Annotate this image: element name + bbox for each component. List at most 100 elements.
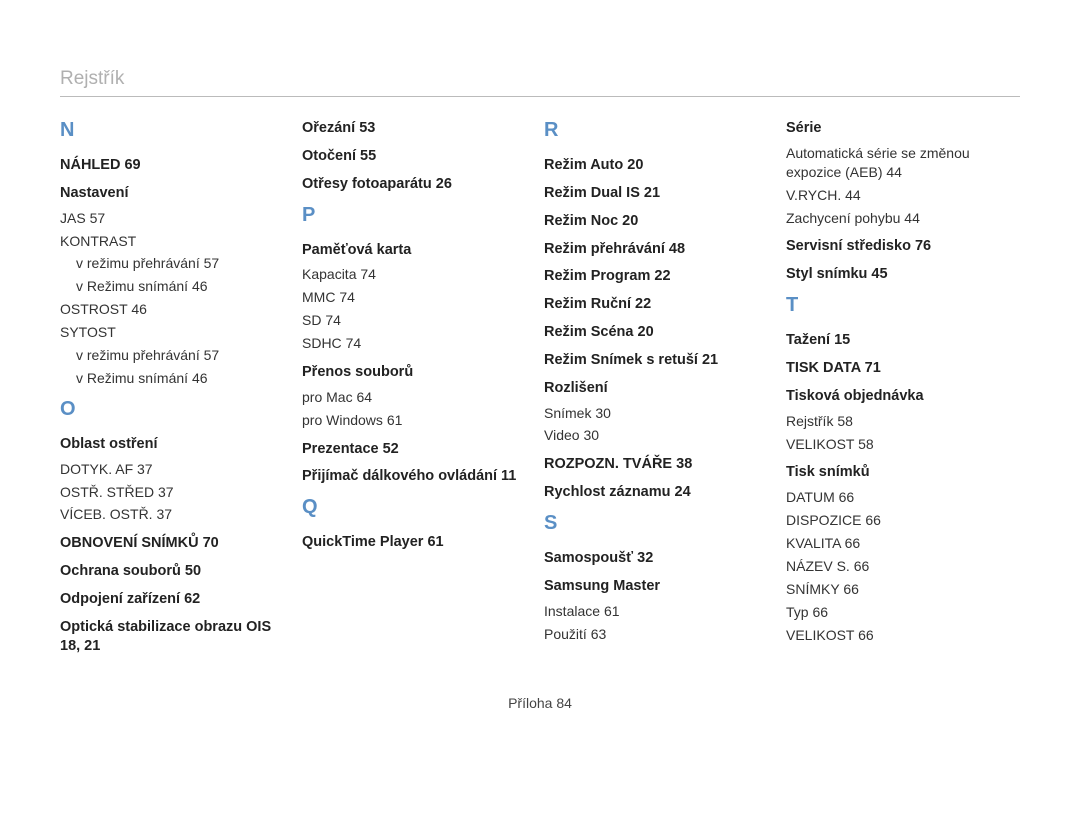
entry-label: Instalace: [544, 603, 600, 619]
entry-page: 63: [591, 626, 607, 642]
entry: QuickTime Player 61: [302, 533, 536, 552]
entry-label: Automatická série se změnou expozice (AE…: [786, 145, 970, 180]
entry-label: Režim Noc: [544, 213, 618, 229]
letter-s: S: [544, 512, 778, 535]
entry-page: 11: [501, 468, 516, 484]
entry-page: 57: [204, 255, 220, 271]
entry-label: V.RYCH.: [786, 187, 841, 203]
entry-label: Kapacita: [302, 266, 356, 282]
page-header: Rejstřík: [60, 68, 1020, 97]
entry-page: 64: [356, 389, 372, 405]
entry: Snímek 30: [544, 404, 778, 423]
entry-page: 44: [886, 164, 902, 180]
entry: Použití 63: [544, 625, 778, 644]
entry-page: 66: [845, 535, 861, 551]
entry-page: 69: [124, 157, 140, 173]
entry-page: 48: [669, 241, 685, 257]
entry-page: 66: [843, 581, 859, 597]
entry-page: 58: [858, 436, 874, 452]
entry-label: Režim Scéna: [544, 324, 633, 340]
entry-label: OSTŘ. STŘED: [60, 484, 154, 500]
entry-label: OBNOVENÍ SNÍMKŮ: [60, 535, 199, 551]
entry: v režimu přehrávání 57: [60, 346, 294, 365]
entry: pro Windows 61: [302, 411, 536, 430]
entry: OSTROST 46: [60, 300, 294, 319]
entry-label: Video: [544, 427, 580, 443]
entry-label: Otočení: [302, 148, 356, 164]
entry-page: 61: [387, 412, 403, 428]
entry: Ořezání 53: [302, 119, 536, 138]
entry: Rychlost záznamu 24: [544, 483, 778, 502]
entry: ROZPOZN. TVÁŘE 38: [544, 455, 778, 474]
entry-label: v režimu přehrávání: [76, 347, 200, 363]
entry-label: Otřesy fotoaparátu: [302, 176, 432, 192]
entry-label: v Režimu snímání: [76, 278, 188, 294]
entry-page: 74: [325, 312, 341, 328]
entry-label: MMC: [302, 289, 335, 305]
entry-label: QuickTime Player: [302, 534, 423, 550]
entry: Rozlišení: [544, 379, 778, 398]
entry-page: 62: [184, 591, 200, 607]
entry: Paměťová karta: [302, 241, 536, 260]
entry-label: Servisní středisko: [786, 238, 911, 254]
entry: v Režimu snímání 46: [60, 277, 294, 296]
entry: Režim Snímek s retuší 21: [544, 351, 778, 370]
entry: Režim Noc 20: [544, 212, 778, 231]
entry-page: 46: [131, 301, 147, 317]
entry: Odpojení zařízení 62: [60, 590, 294, 609]
entry-page: 30: [583, 427, 599, 443]
entry: KVALITA 66: [786, 534, 1020, 553]
entry-page: 66: [865, 512, 881, 528]
entry-page: 18, 21: [60, 638, 100, 654]
entry: v Režimu snímání 46: [60, 369, 294, 388]
entry-page: 74: [346, 335, 362, 351]
entry: Režim Scéna 20: [544, 323, 778, 342]
entry-page: 22: [654, 268, 670, 284]
letter-p: P: [302, 204, 536, 227]
entry-label: VÍCEB. OSTŘ.: [60, 506, 153, 522]
entry-page: 21: [644, 185, 660, 201]
entry-label: Tažení: [786, 332, 830, 348]
entry: Tažení 15: [786, 331, 1020, 350]
entry-page: 61: [604, 603, 620, 619]
entry: Zachycení pohybu 44: [786, 209, 1020, 228]
letter-o: O: [60, 398, 294, 421]
entry: Automatická série se změnou expozice (AE…: [786, 144, 1020, 182]
entry: Tisková objednávka: [786, 387, 1020, 406]
entry-label: ROZPOZN. TVÁŘE: [544, 456, 672, 472]
entry: Samospoušť 32: [544, 549, 778, 568]
entry-label: SNÍMKY: [786, 581, 839, 597]
entry: Otřesy fotoaparátu 26: [302, 175, 536, 194]
entry-label: pro Windows: [302, 412, 383, 428]
entry: OSTŘ. STŘED 37: [60, 483, 294, 502]
entry-page: 15: [834, 332, 850, 348]
entry-page: 74: [360, 266, 376, 282]
entry: Režim Ruční 22: [544, 295, 778, 314]
entry-page: 37: [158, 484, 174, 500]
entry-label: NÁHLED: [60, 157, 120, 173]
entry-page: 66: [839, 489, 855, 505]
entry: SYTOST: [60, 323, 294, 342]
entry: SD 74: [302, 311, 536, 330]
entry-page: 37: [156, 506, 172, 522]
page-footer: Příloha 84: [60, 695, 1020, 711]
entry-label: JAS: [60, 210, 86, 226]
entry-label: VELIKOST: [786, 627, 854, 643]
entry-label: NÁZEV S.: [786, 558, 850, 574]
entry: SDHC 74: [302, 334, 536, 353]
entry-label: Režim Auto: [544, 157, 623, 173]
entry: Režim přehrávání 48: [544, 240, 778, 259]
entry-label: KVALITA: [786, 535, 841, 551]
entry-label: SD: [302, 312, 321, 328]
entry-page: 26: [436, 176, 452, 192]
entry: TISK DATA 71: [786, 359, 1020, 378]
entry: pro Mac 64: [302, 388, 536, 407]
entry: Oblast ostření: [60, 435, 294, 454]
index-col-4: Série Automatická série se změnou expozi…: [786, 119, 1020, 665]
entry-label: Snímek: [544, 405, 591, 421]
entry-label: Režim Ruční: [544, 296, 631, 312]
entry-label: SDHC: [302, 335, 342, 351]
entry: Samsung Master: [544, 577, 778, 596]
entry: Ochrana souborů 50: [60, 562, 294, 581]
entry: Optická stabilizace obrazu OIS 18, 21: [60, 618, 294, 656]
